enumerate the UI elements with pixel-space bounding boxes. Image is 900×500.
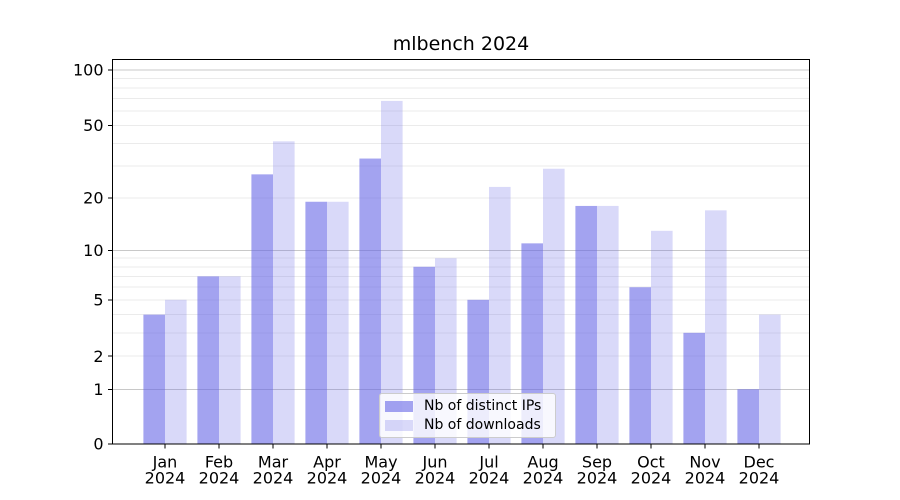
- bar-nb-of-distinct-ips-sep: [575, 205, 597, 444]
- x-tick-label-jan: Jan 2024: [145, 453, 186, 488]
- y-tick-label-0: 0: [93, 435, 103, 454]
- y-tick-label-10: 10: [83, 241, 103, 260]
- legend-label-distinct-ips: Nb of distinct IPs: [424, 398, 542, 414]
- axis-ticks: [108, 69, 760, 449]
- x-tick-label-jul: Jul 2024: [469, 453, 510, 488]
- bar-nb-of-downloads-feb: [219, 276, 241, 444]
- bar-nb-of-downloads-oct: [651, 230, 673, 444]
- chart-title: mlbench 2024: [392, 33, 530, 55]
- bar-nb-of-downloads-apr: [327, 201, 349, 444]
- x-tick-label-feb: Feb 2024: [199, 453, 240, 488]
- y-tick-labels: 0 1 2 5 10 20 50 100: [73, 60, 104, 453]
- bar-nb-of-distinct-ips-jan: [143, 314, 165, 444]
- y-tick-label-2: 2: [93, 347, 103, 366]
- bar-nb-of-distinct-ips-apr: [305, 201, 327, 444]
- x-tick-label-oct: Oct 2024: [631, 453, 672, 488]
- bar-nb-of-downloads-jul: [489, 186, 511, 444]
- bar-nb-of-downloads-sep: [597, 205, 619, 444]
- x-tick-labels: Jan 2024 Feb 2024 Mar 2024 Apr 2024 May 2024 Jun 20…: [145, 453, 780, 488]
- legend: Nb of distinct IPs Nb of downloads: [379, 393, 556, 438]
- legend-swatch-distinct-ips: [385, 400, 413, 412]
- bar-nb-of-downloads-nov: [705, 210, 727, 444]
- x-tick-label-nov: Nov 2024: [685, 453, 726, 488]
- bar-nb-of-distinct-ips-feb: [197, 276, 219, 444]
- bar-nb-of-downloads-may: [381, 100, 403, 444]
- bar-nb-of-distinct-ips-mar: [251, 174, 273, 445]
- bar-nb-of-downloads-jan: [165, 299, 187, 444]
- x-tick-label-may: May 2024: [361, 453, 402, 488]
- bar-nb-of-downloads-mar: [273, 141, 295, 444]
- x-tick-label-mar: Mar 2024: [253, 453, 294, 488]
- x-tick-label-sep: Sep 2024: [577, 453, 618, 488]
- legend-swatch-downloads: [385, 419, 413, 431]
- x-tick-label-aug: Aug 2024: [523, 453, 564, 488]
- y-tick-label-20: 20: [83, 188, 103, 207]
- bar-nb-of-distinct-ips-oct: [629, 287, 651, 444]
- y-tick-label-5: 5: [93, 290, 103, 309]
- y-tick-label-100: 100: [73, 60, 104, 79]
- y-tick-label-1: 1: [93, 380, 103, 399]
- bar-nb-of-distinct-ips-dec: [737, 389, 759, 444]
- bar-nb-of-distinct-ips-nov: [683, 332, 705, 444]
- x-tick-label-apr: Apr 2024: [307, 453, 348, 488]
- bar-nb-of-downloads-aug: [543, 168, 565, 445]
- legend-row-distinct-ips: Nb of distinct IPs: [380, 397, 555, 415]
- legend-label-downloads: Nb of downloads: [424, 417, 541, 433]
- x-tick-label-jun: Jun 2024: [415, 453, 456, 488]
- legend-row-downloads: Nb of downloads: [380, 416, 555, 434]
- plot-border: [112, 59, 810, 445]
- gridlines: [112, 69, 810, 390]
- bar-nb-of-distinct-ips-may: [359, 158, 381, 444]
- bar-nb-of-downloads-dec: [759, 314, 781, 444]
- x-tick-label-dec: Dec 2024: [739, 453, 780, 488]
- y-tick-label-50: 50: [83, 116, 103, 135]
